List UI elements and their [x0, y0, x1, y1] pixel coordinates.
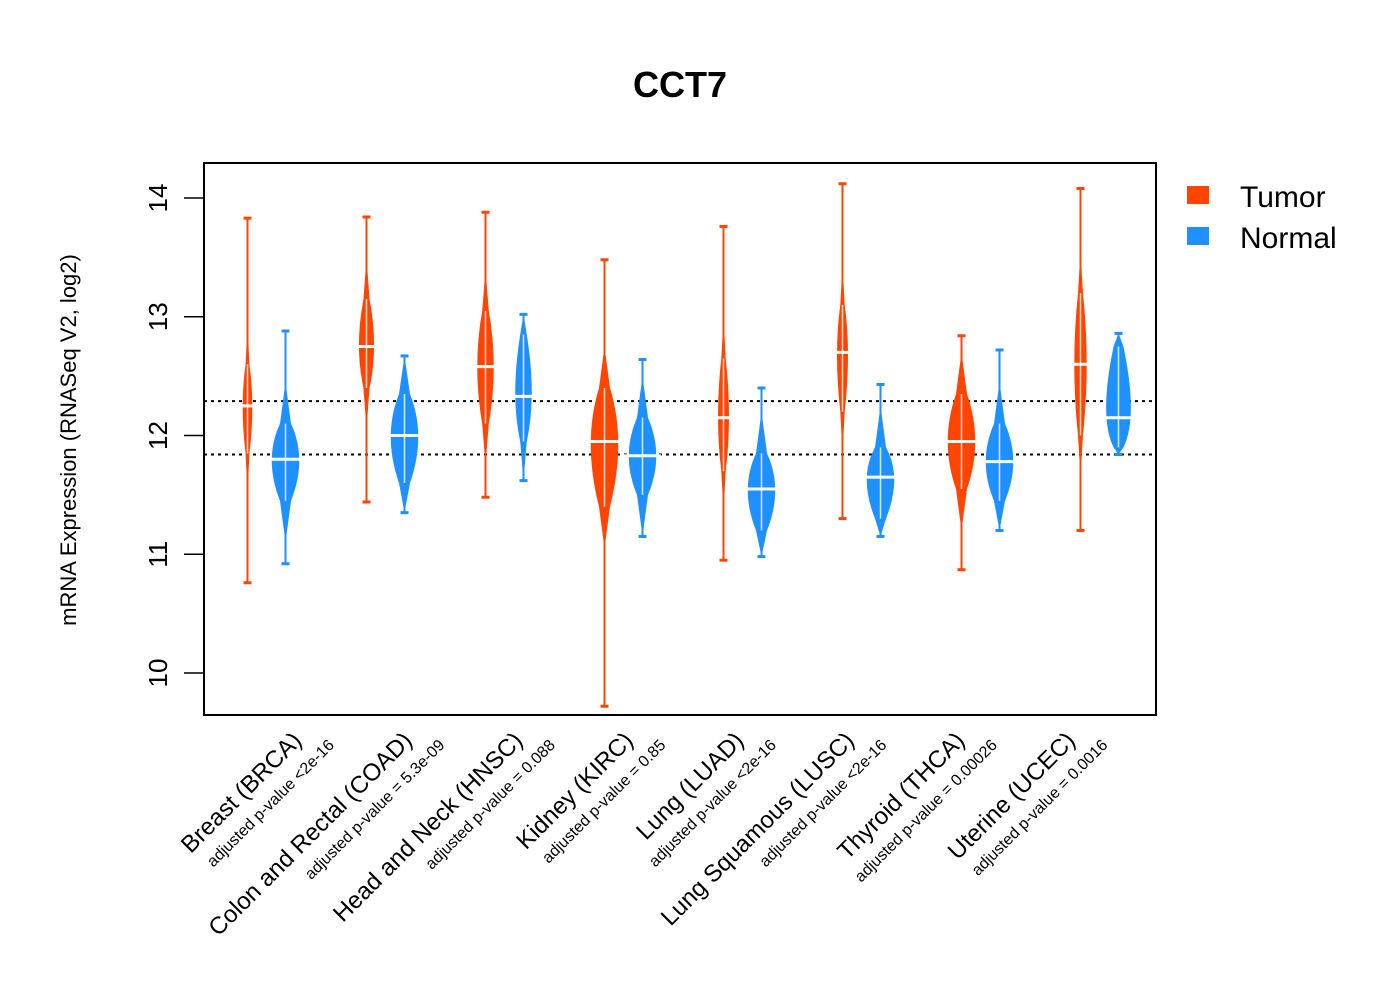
x-axis-labels: Breast (BRCA)adjusted p-value <2e-16Colo… — [176, 727, 1111, 941]
legend-label-tumor: Tumor — [1240, 181, 1326, 214]
violin-tumor — [833, 182, 852, 521]
violin-normal — [862, 382, 899, 538]
violin-normal-extreme-point — [757, 555, 766, 559]
legend-swatch-tumor — [1187, 186, 1209, 204]
violin-tumor-extreme-point — [719, 558, 728, 562]
violin-tumor — [473, 210, 498, 499]
violin-normal-extreme-point — [281, 562, 290, 566]
category-group — [355, 215, 423, 515]
category-group — [943, 334, 1018, 572]
violins-group — [239, 182, 1136, 708]
violin-tumor — [239, 216, 256, 585]
violin-tumor-extreme-point — [481, 495, 490, 499]
violin-tumor — [586, 258, 623, 708]
violin-tumor — [943, 334, 980, 572]
violin-normal — [743, 386, 780, 559]
category-group — [239, 216, 304, 585]
violin-tumor-extreme-point — [600, 258, 609, 262]
y-axis-label: mRNA Expression (RNASeq V2, log2) — [56, 254, 81, 626]
violin-normal-extreme-point — [757, 386, 766, 390]
violin-normal — [1101, 331, 1136, 456]
violin-normal-extreme-point — [995, 529, 1004, 532]
violin-normal-extreme-point — [400, 511, 409, 515]
violin-tumor — [1070, 187, 1091, 532]
chart-title: CCT7 — [633, 64, 727, 105]
legend-label-normal: Normal — [1240, 222, 1337, 255]
y-axis: 10 11 12 13 14 — [143, 184, 205, 688]
category-group — [586, 258, 661, 708]
violin-tumor-extreme-point — [838, 517, 847, 521]
violin-tumor — [714, 225, 733, 562]
reference-lines — [204, 400, 1156, 456]
violin-normal-extreme-point — [876, 382, 885, 386]
violin-tumor-extreme-point — [243, 216, 252, 220]
violin-normal-extreme-point — [519, 312, 528, 316]
violin-normal — [624, 358, 661, 538]
legend-swatch-normal — [1187, 227, 1209, 245]
violin-tumor-extreme-point — [1076, 529, 1085, 532]
y-tick-label: 11 — [143, 541, 173, 568]
y-tick-label: 10 — [143, 659, 173, 688]
violin-tumor-extreme-point — [243, 581, 252, 585]
violin-tumor-extreme-point — [362, 215, 371, 219]
violin-normal-extreme-point — [1114, 331, 1123, 335]
violin-normal-extreme-point — [400, 354, 409, 358]
violin-normal — [511, 312, 536, 483]
violin-normal-extreme-point — [638, 358, 647, 361]
violin-normal-extreme-point — [995, 348, 1004, 352]
category-group — [833, 182, 899, 538]
violin-tumor — [355, 215, 378, 504]
violin-tumor-extreme-point — [838, 182, 847, 186]
violin-tumor-extreme-point — [362, 500, 371, 504]
violin-normal — [267, 329, 304, 566]
y-tick-label: 12 — [143, 421, 173, 450]
violin-tumor-extreme-point — [600, 704, 609, 708]
violin-tumor-extreme-point — [957, 568, 966, 572]
legend: Tumor Normal — [1187, 181, 1337, 255]
violin-tumor-extreme-point — [481, 210, 490, 214]
y-tick-label: 14 — [143, 184, 173, 213]
violin-normal-extreme-point — [1114, 453, 1123, 456]
violin-tumor-extreme-point — [719, 225, 728, 228]
y-tick-label: 13 — [143, 302, 173, 331]
category-group — [714, 225, 780, 562]
violin-tumor-extreme-point — [957, 334, 966, 338]
violin-normal-extreme-point — [519, 479, 528, 483]
violin-normal-extreme-point — [638, 534, 647, 538]
violin-normal — [386, 354, 423, 515]
violin-normal-extreme-point — [876, 534, 885, 538]
category-group — [1070, 187, 1136, 532]
plot-frame — [203, 162, 1157, 716]
violin-normal — [981, 348, 1018, 532]
category-group — [473, 210, 536, 499]
violin-tumor-extreme-point — [1076, 187, 1085, 190]
violin-normal-extreme-point — [281, 329, 290, 333]
